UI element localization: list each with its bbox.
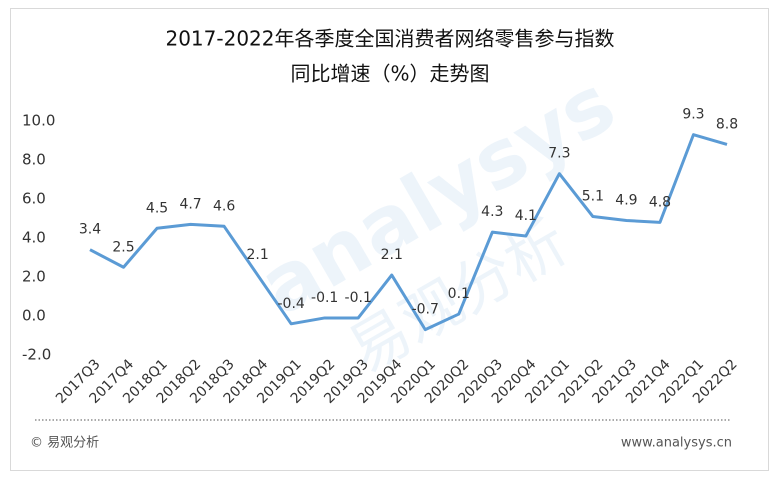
- y-tick-label: 8.0: [22, 151, 46, 169]
- data-label: 4.3: [481, 204, 503, 220]
- data-label: 0.1: [448, 286, 470, 302]
- data-label: 4.9: [615, 192, 637, 208]
- y-tick-label: -2.0: [22, 346, 51, 364]
- chart-title: 2017-2022年各季度全国消费者网络零售参与指数: [165, 27, 614, 51]
- data-label: 4.6: [213, 198, 235, 214]
- data-label: 2.1: [381, 247, 403, 263]
- data-label: -0.4: [277, 296, 304, 312]
- data-label: 7.3: [548, 146, 570, 162]
- data-label: 3.4: [79, 222, 101, 238]
- y-tick-label: 4.0: [22, 229, 46, 247]
- data-label: 4.5: [146, 200, 168, 216]
- data-label: 4.8: [649, 194, 671, 210]
- data-label: 2.1: [246, 247, 268, 263]
- frame: [10, 8, 769, 471]
- chart-title: 同比增速（%）走势图: [290, 62, 489, 86]
- y-tick-label: 6.0: [22, 190, 46, 208]
- data-label: -0.1: [311, 290, 338, 306]
- data-label: 8.8: [716, 116, 738, 132]
- y-tick-label: 2.0: [22, 268, 46, 286]
- data-label: -0.7: [412, 302, 439, 318]
- data-label: 5.1: [582, 189, 604, 205]
- data-label: 4.7: [179, 196, 201, 212]
- footer-left: © 易观分析: [30, 436, 99, 451]
- footer-right: www.analysys.cn: [621, 436, 732, 451]
- data-label: 4.1: [515, 208, 537, 224]
- line: [89, 133, 728, 332]
- data-label: -0.1: [345, 290, 372, 306]
- y-tick-label: 10.0: [22, 112, 55, 130]
- data-label: 9.3: [682, 107, 704, 123]
- y-tick-label: 0.0: [22, 307, 46, 325]
- data-label: 2.5: [112, 239, 134, 255]
